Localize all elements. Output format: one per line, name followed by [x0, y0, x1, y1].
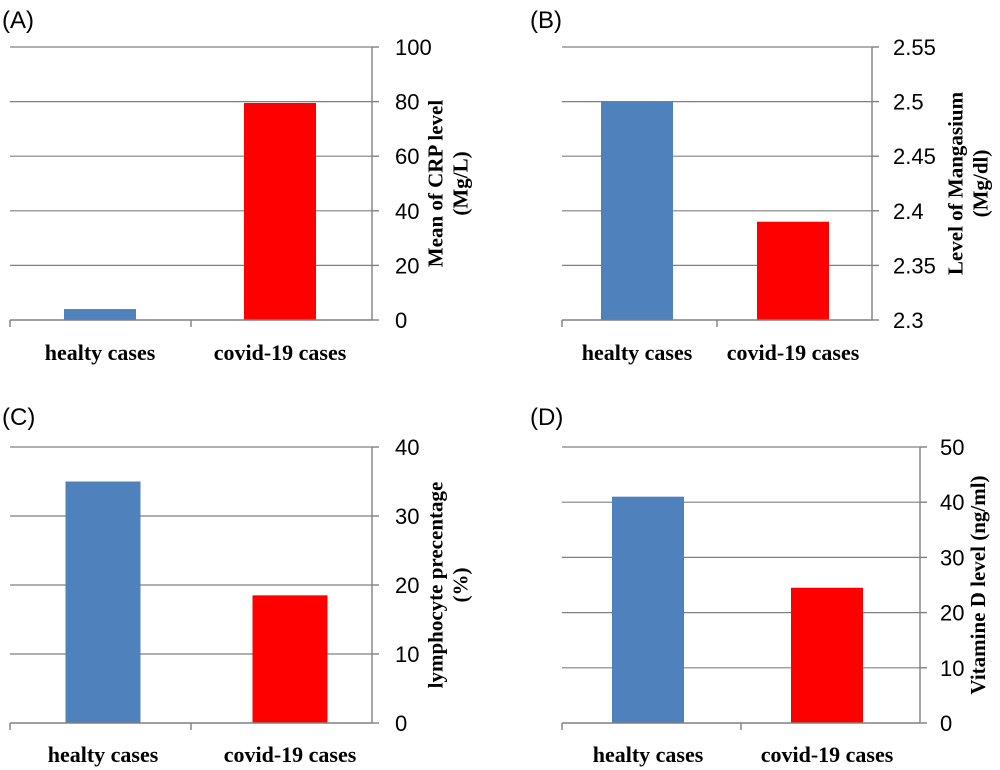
x-tick-label: covid-19 cases: [224, 742, 357, 767]
y-axis-label: Mean of CRP level: [424, 100, 448, 268]
y-axis-label: (%): [449, 568, 473, 603]
y-tick-label: 2.5: [893, 90, 924, 115]
x-tick-label: covid-19 cases: [214, 340, 347, 365]
y-tick-label: 40: [940, 490, 964, 515]
y-tick-label: 40: [395, 199, 419, 224]
x-tick-label: covid-19 cases: [727, 340, 860, 365]
y-tick-label: 100: [395, 35, 432, 60]
y-tick-label: 80: [395, 90, 419, 115]
y-tick-label: 10: [395, 642, 419, 667]
x-tick-label: healty cases: [593, 742, 704, 767]
chart-panel-3: (C) 0 10 20 30 40 healty cases covid-19 cases ly…: [2, 404, 473, 767]
y-tick-label: 0: [395, 308, 407, 333]
x-tick-label: healty cases: [45, 340, 156, 365]
x-tick-label: healty cases: [582, 340, 693, 365]
y-tick-label: 2.3: [893, 308, 924, 333]
x-tick-label: covid-19 cases: [761, 742, 894, 767]
y-tick-label: 0: [395, 711, 407, 736]
y-axis-label: (Mg/L): [449, 151, 473, 215]
y-tick-label: 20: [395, 253, 419, 278]
y-tick-label: 60: [395, 144, 419, 169]
panel-label: (B): [530, 7, 562, 34]
y-tick-label: 10: [940, 656, 964, 681]
y-tick-label: 20: [940, 601, 964, 626]
y-axis-label: Level of Mangasium: [944, 91, 968, 275]
panel-label: (D): [530, 404, 563, 431]
bar-covid-19-cases: [791, 587, 863, 723]
x-tick-label: healty cases: [48, 742, 159, 767]
y-tick-label: 2.45: [893, 144, 936, 169]
panel-label: (A): [2, 7, 34, 34]
y-tick-label: 20: [395, 573, 419, 598]
y-tick-label: 2.4: [893, 199, 924, 224]
bar-healty-cases: [64, 309, 136, 320]
y-axis-label: (Mg/dl): [969, 150, 993, 218]
y-tick-label: 30: [395, 504, 419, 529]
y-tick-label: 0: [940, 711, 952, 736]
bar-covid-19-cases: [757, 221, 829, 320]
y-axis-label: Vitamine D level (ng/ml): [966, 475, 990, 694]
y-axis-label: lymphocyte precentage: [424, 482, 448, 689]
bar-covid-19-cases: [252, 595, 328, 723]
y-tick-label: 2.35: [893, 253, 936, 278]
y-tick-label: 50: [940, 435, 964, 460]
y-tick-label: 2.55: [893, 35, 936, 60]
y-tick-label: 40: [395, 435, 419, 460]
y-tick-label: 30: [940, 545, 964, 570]
bar-covid-19-cases: [244, 102, 316, 320]
panel-label: (C): [2, 404, 35, 431]
bar-healty-cases: [601, 101, 673, 320]
bar-healty-cases: [65, 481, 141, 723]
bar-healty-cases: [612, 496, 684, 723]
chart-panel-2: (B) 2.3 2.35 2.4 2.45 2.5 2.55 healty cases covi…: [530, 7, 993, 365]
chart-panel-4: (D) 0 10 20 30 40 50 healty cases covid-19 cases…: [530, 404, 990, 767]
chart-panel-1: (A) 0 20 40 60 80 100 healty cases covid-19 case…: [2, 7, 473, 365]
